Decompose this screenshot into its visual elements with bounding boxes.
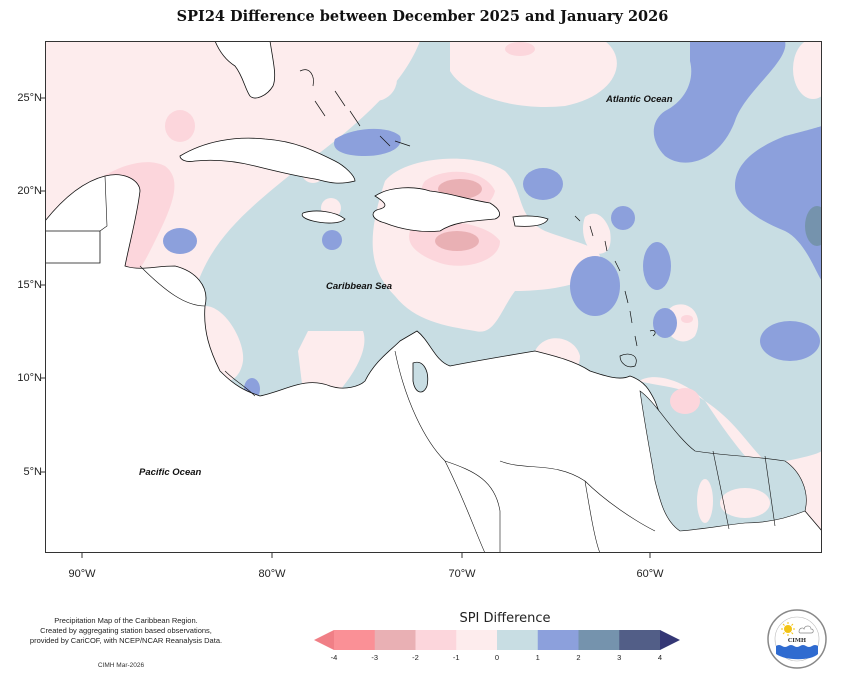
field-ne-corner-neg xyxy=(793,41,822,99)
land-mexico-box xyxy=(45,230,101,264)
label-atlantic-ocean: Atlantic Ocean xyxy=(606,94,673,105)
y-axis-label-5n: 5°N xyxy=(23,466,42,478)
legend-tick-label: 1 xyxy=(535,653,540,662)
field-antilles-pos2 xyxy=(643,242,671,290)
legend-bin xyxy=(334,630,376,650)
field-leeward-pos xyxy=(611,206,635,230)
y-axis-label-25n: 25°N xyxy=(17,92,42,104)
credits-line-2: Created by aggregating station based obs… xyxy=(40,626,212,635)
legend-tick-label: -4 xyxy=(330,653,338,662)
sun-icon xyxy=(784,625,792,633)
y-axis-label-15n: 15°N xyxy=(17,279,42,291)
legend-bin xyxy=(537,630,579,650)
legend-bin xyxy=(578,630,620,650)
field-guyana-neg2 xyxy=(670,388,700,414)
land-florida xyxy=(214,41,276,99)
x-axis-label-60w: 60°W xyxy=(636,568,664,580)
field-windward-neg2 xyxy=(681,315,693,323)
credits-stamp: CIMH Mar-2026 xyxy=(97,662,145,669)
map-panel xyxy=(45,41,822,553)
y-axis-label-20n: 20°N xyxy=(17,185,42,197)
land-jamaica xyxy=(301,210,346,224)
map-title: SPI24 Difference between December 2025 a… xyxy=(176,8,669,25)
legend-tick-label: -1 xyxy=(452,653,460,662)
field-leeward-neg xyxy=(582,213,611,254)
label-caribbean-sea: Caribbean Sea xyxy=(326,281,392,292)
legend-tick-label: 4 xyxy=(657,653,663,662)
lake-maracaibo xyxy=(412,361,429,393)
sun-rays-icon xyxy=(781,622,795,636)
small-islands xyxy=(299,69,656,368)
field-guianas-land-neg xyxy=(720,488,770,518)
logo-text: CIMH xyxy=(788,638,806,644)
border-suriname-fg xyxy=(764,455,776,527)
legend-bin xyxy=(497,630,539,650)
field-antilles-pos xyxy=(570,256,620,316)
country-borders xyxy=(99,175,656,553)
credits-line-3: provided by CariCOF, with NCEP/NCAR Rean… xyxy=(29,636,223,645)
field-bahamas-pos xyxy=(334,128,401,156)
field-east-pos xyxy=(735,126,822,281)
cloud-icon xyxy=(798,625,814,634)
legend-bin-arrow-low xyxy=(314,630,334,650)
legend-bin xyxy=(374,630,416,650)
legend-bin xyxy=(619,630,661,650)
field-antilles-pos3 xyxy=(653,308,677,338)
field-haiti-south-neg3 xyxy=(435,231,479,251)
legend-colorbar xyxy=(314,630,680,650)
field-atlantic-east-pos xyxy=(760,321,820,361)
legend-tick-label: 0 xyxy=(494,653,500,662)
y-axis-label-10n: 10°N xyxy=(17,372,42,384)
label-pacific-ocean: Pacific Ocean xyxy=(139,467,202,478)
x-axis-label-90w: 90°W xyxy=(68,568,96,580)
legend-title: SPI Difference xyxy=(459,611,551,626)
map-border xyxy=(45,41,822,553)
field-north-neg xyxy=(450,41,617,107)
field-gulf-neg2 xyxy=(165,110,195,142)
credits-line-1: Precipitation Map of the Caribbean Regio… xyxy=(54,616,198,625)
field-cayman-pos xyxy=(163,228,197,254)
credits-block: Precipitation Map of the Caribbean Regio… xyxy=(6,616,246,646)
land-puerto-rico xyxy=(512,215,549,227)
x-axis-label-70w: 70°W xyxy=(448,568,476,580)
legend-bin xyxy=(415,630,457,650)
border-guyana-suriname xyxy=(712,450,730,530)
field-bahamas-neg xyxy=(353,57,397,101)
legend-tick-label: 3 xyxy=(617,653,622,662)
spi-map xyxy=(45,41,822,553)
waves-icon xyxy=(776,645,818,660)
land-masses xyxy=(45,41,822,553)
legend-tick-label: 2 xyxy=(576,653,581,662)
land-hispaniola xyxy=(372,187,500,232)
field-east-pos2 xyxy=(805,206,822,246)
legend-tick-label: -3 xyxy=(371,653,379,662)
legend-tick-label: -2 xyxy=(412,653,419,662)
field-pr-north-pos xyxy=(523,168,563,200)
field-atlantic-pos xyxy=(653,41,786,163)
land-cuba xyxy=(179,137,356,184)
cimh-logo: CIMH xyxy=(767,609,827,669)
legend-bin-arrow-high xyxy=(660,630,680,650)
field-jamaica-pos xyxy=(322,230,342,250)
field-north-neg2 xyxy=(505,42,535,56)
x-axis-label-80w: 80°W xyxy=(258,568,286,580)
field-brazil-land-neg xyxy=(697,479,713,523)
legend-bin xyxy=(456,630,498,650)
